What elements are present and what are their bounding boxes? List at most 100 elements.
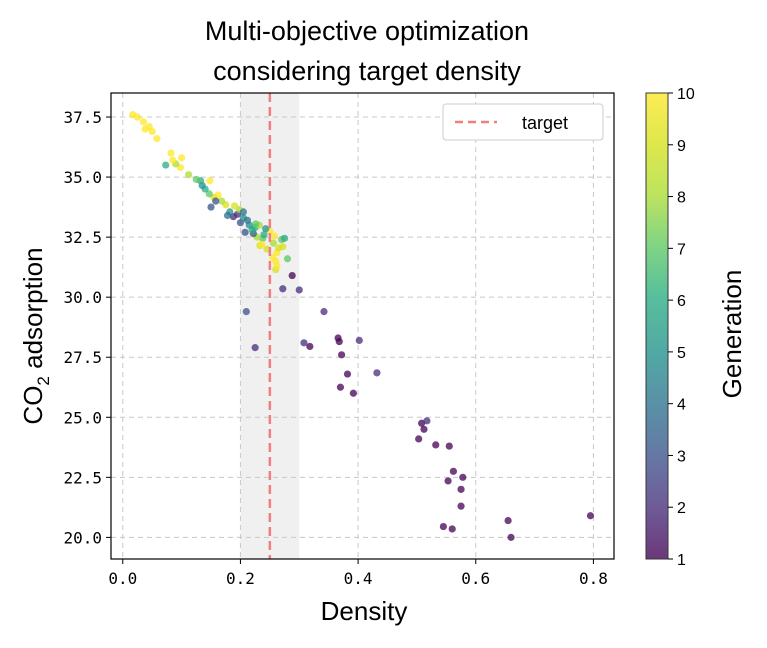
data-point — [449, 467, 457, 475]
data-point — [260, 231, 268, 239]
data-point — [457, 502, 465, 510]
chart-title: Multi-objective optimization considering… — [205, 16, 529, 86]
x-tick-label: 0.6 — [461, 569, 490, 588]
y-tick-label: 25.0 — [63, 408, 102, 427]
colorbar-tick-label: 9 — [677, 138, 686, 155]
y-tick-label: 35.0 — [63, 168, 102, 187]
data-point — [139, 118, 147, 126]
data-point — [252, 220, 260, 228]
data-point — [230, 202, 239, 210]
data-point — [320, 307, 328, 316]
legend-target-label: target — [522, 113, 568, 133]
data-point — [177, 154, 186, 162]
data-point — [270, 232, 279, 240]
data-point — [279, 243, 287, 251]
data-point — [169, 156, 177, 164]
data-point — [423, 417, 431, 425]
data-point — [349, 389, 357, 397]
data-point — [306, 342, 314, 351]
data-point — [295, 286, 303, 294]
data-point — [205, 190, 213, 198]
legend: target — [442, 103, 604, 141]
data-point — [241, 228, 249, 236]
colorbar-tick-label: 7 — [677, 241, 686, 258]
y-tick-label: 32.5 — [63, 228, 102, 247]
data-point — [239, 208, 247, 216]
colorbar-ticks: 1 2 3 4 5 6 7 8 9 10 — [668, 86, 695, 569]
colorbar-tick-label: 3 — [677, 448, 686, 465]
data-point — [300, 339, 308, 347]
data-point — [262, 225, 270, 233]
data-point — [420, 425, 428, 433]
data-point — [153, 135, 161, 143]
data-point — [243, 216, 252, 224]
data-point — [218, 197, 226, 205]
colorbar-tick-label: 4 — [677, 397, 686, 414]
data-point — [586, 512, 595, 520]
y-tick-label: 22.5 — [63, 468, 102, 487]
colorbar-tick-label: 1 — [677, 552, 686, 569]
y-tick-label: 30.0 — [63, 288, 102, 307]
data-point — [415, 435, 423, 443]
data-point — [129, 111, 137, 119]
data-point — [373, 369, 381, 377]
data-point — [457, 485, 465, 493]
data-point — [504, 516, 512, 525]
data-point — [251, 344, 259, 352]
x-tick-label: 0.0 — [108, 569, 137, 588]
colorbar-tick-label: 2 — [677, 500, 686, 517]
points-layer — [129, 111, 595, 541]
plot-frame — [110, 92, 615, 560]
chart-title-line-1: Multi-objective optimization — [205, 16, 529, 46]
data-point — [280, 234, 289, 242]
data-point — [223, 211, 232, 220]
data-point — [355, 336, 363, 345]
data-point — [212, 197, 220, 205]
data-point — [432, 441, 440, 449]
data-point — [459, 473, 467, 481]
data-point — [336, 383, 345, 391]
data-point — [167, 149, 175, 157]
data-point — [507, 533, 515, 541]
data-point — [343, 370, 352, 378]
x-tick-label: 0.4 — [344, 569, 373, 588]
data-point — [279, 285, 287, 293]
y-tick-label: 27.5 — [63, 348, 102, 367]
data-point — [444, 477, 452, 485]
colorbar-tick-label: 10 — [677, 86, 695, 103]
data-point — [207, 203, 215, 211]
y-axis-label-subscript: 2 — [34, 376, 53, 385]
y-axis-ticks: 20.0 22.5 25.0 27.5 30.0 32.5 35.0 37.5 — [63, 108, 111, 547]
data-point — [448, 525, 456, 533]
data-point — [214, 191, 222, 199]
data-point — [334, 334, 342, 342]
data-point — [258, 240, 266, 248]
x-tick-label: 0.8 — [579, 569, 608, 588]
data-point — [185, 171, 193, 179]
data-point — [206, 177, 214, 185]
colorbar-tick-label: 8 — [677, 190, 686, 207]
data-point — [273, 262, 281, 270]
x-axis-ticks: 0.0 0.2 0.4 0.6 0.8 — [108, 559, 608, 588]
x-axis-label: Density — [321, 596, 408, 626]
data-point — [439, 522, 447, 531]
y-tick-label: 37.5 — [63, 108, 102, 127]
data-point — [242, 307, 250, 316]
chart-title-line-2: considering target density — [213, 56, 521, 86]
data-point — [145, 123, 153, 131]
data-point — [288, 271, 296, 280]
colorbar-label: Generation — [717, 270, 747, 399]
colorbar-tick-label: 5 — [677, 345, 686, 362]
data-point — [192, 175, 200, 184]
y-axis-label-rest: adsorption — [18, 247, 48, 376]
y-tick-label: 20.0 — [63, 528, 102, 547]
colorbar-tick-label: 6 — [677, 293, 686, 310]
data-point — [338, 351, 346, 359]
grid-layer — [111, 93, 614, 559]
data-point — [162, 161, 170, 169]
data-point — [445, 442, 453, 450]
legend-box — [442, 103, 604, 141]
y-axis-label: CO2 adsorption — [18, 247, 53, 424]
data-point — [283, 255, 292, 263]
